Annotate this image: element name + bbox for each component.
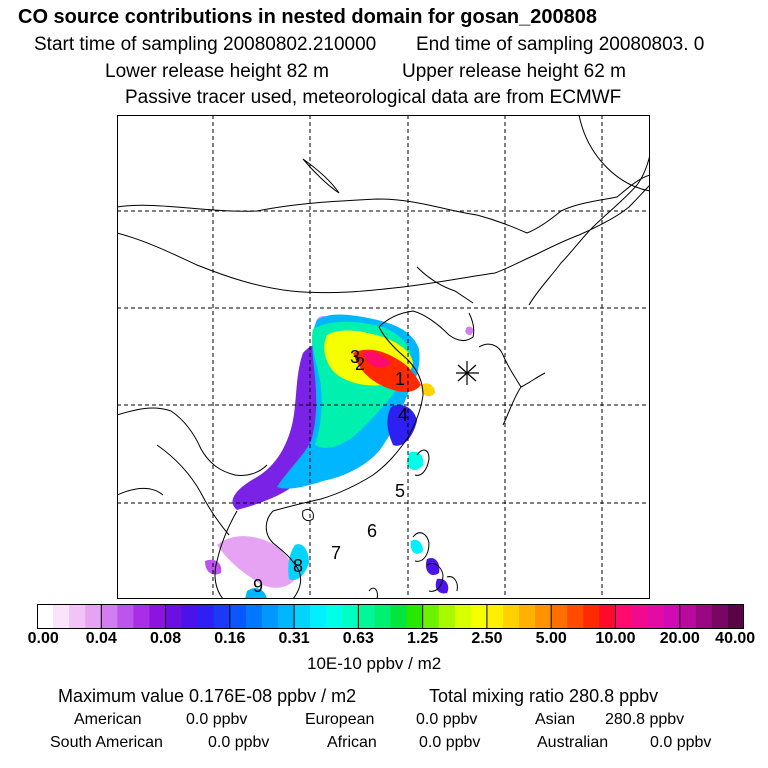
start-time-label: Start time of sampling 20080802.210000: [34, 34, 377, 55]
plot-title: CO source contributions in nested domain…: [18, 6, 598, 28]
contribution-field: [205, 314, 474, 599]
colorbar-cell: [679, 604, 697, 629]
region-label-2: 2: [355, 354, 365, 374]
colorbar-cell: [358, 604, 376, 629]
colorbar-tick-label: 0.04: [85, 630, 117, 647]
australian-label: Australian: [537, 734, 609, 751]
maximum-value: Maximum value 0.176E-08 ppbv / m2: [58, 686, 357, 706]
region-label-6: 6: [367, 521, 377, 541]
european-value: 0.0 ppbv: [416, 711, 478, 728]
colorbar-cell: [727, 604, 744, 629]
colorbar-tick-label: 2.50: [471, 630, 503, 647]
colorbar-tick-label: 0.31: [278, 630, 310, 647]
colorbar-tick-label: 0.16: [214, 630, 246, 647]
asterisk-icon: [456, 361, 479, 385]
region-label-8: 8: [293, 556, 303, 576]
colorbar-tick-label: 10.00: [595, 630, 636, 647]
colorbar-cell: [695, 604, 713, 629]
colorbar-cell: [229, 604, 247, 629]
colorbar-cell: [149, 604, 167, 629]
total-mixing-ratio: Total mixing ratio 280.8 ppbv: [429, 686, 659, 706]
colorbar-cell: [567, 604, 584, 629]
colorbar-cell: [101, 604, 118, 629]
colorbar-tick-label: 20.00: [659, 630, 700, 647]
region-label-7: 7: [331, 543, 341, 563]
european-label: European: [305, 711, 375, 728]
colorbar-cell: [165, 604, 183, 629]
colorbar-cell: [213, 604, 231, 629]
colorbar-cell: [406, 604, 424, 629]
subtitle-note: Passive tracer used, meteorological data…: [125, 87, 622, 108]
colorbar-cell: [310, 604, 327, 629]
colorbar: [37, 604, 744, 629]
colorbar-cell: [422, 604, 440, 629]
colorbar-cell: [342, 604, 359, 629]
colorbar-cell: [486, 604, 504, 629]
colorbar-cell: [197, 604, 215, 629]
colorbar-cell: [583, 604, 600, 629]
colorbar-cell: [85, 604, 102, 629]
colorbar-cell: [117, 604, 135, 629]
upper-height-label: Upper release height 62 m: [402, 61, 626, 82]
colorbar-cell: [181, 604, 199, 629]
colorbar-cell: [470, 604, 488, 629]
colorbar-cell: [261, 604, 279, 629]
colorbar-cell: [278, 604, 295, 629]
coastlines: [117, 115, 650, 599]
colorbar-cell: [69, 604, 86, 629]
lat-lon-grid: [117, 115, 650, 599]
south-american-value: 0.0 ppbv: [208, 734, 270, 751]
colorbar-cell: [502, 604, 520, 629]
australian-value: 0.0 ppbv: [650, 734, 712, 751]
end-time-label: End time of sampling 20080803. 0: [416, 34, 705, 55]
colorbar-tick-label: 5.00: [535, 630, 567, 647]
colorbar-tick-label: 0.08: [149, 630, 182, 647]
colorbar-cell: [647, 604, 665, 629]
south-american-label: South American: [50, 734, 163, 751]
region-label-3: 3: [350, 347, 360, 367]
region-label-9: 9: [253, 576, 263, 596]
colorbar-cell: [615, 604, 633, 629]
colorbar-cell: [390, 604, 408, 629]
american-value: 0.0 ppbv: [186, 711, 248, 728]
colorbar-tick-label: 1.25: [407, 630, 439, 647]
american-label: American: [74, 711, 142, 728]
colorbar-cell: [551, 604, 568, 629]
colorbar-cell: [535, 604, 552, 629]
african-value: 0.0 ppbv: [419, 734, 481, 751]
region-label-1: 1: [395, 369, 405, 389]
colorbar-units: 10E-10 ppbv / m2: [307, 654, 442, 673]
colorbar-cell: [294, 604, 311, 629]
colorbar-cell: [245, 604, 263, 629]
colorbar-cell: [711, 604, 729, 629]
colorbar-cell: [519, 604, 536, 629]
colorbar-cell: [374, 604, 392, 629]
colorbar-tick-label: 0.00: [27, 630, 59, 647]
colorbar-cell: [631, 604, 649, 629]
colorbar-cell: [454, 604, 472, 629]
lower-height-label: Lower release height 82 m: [105, 61, 329, 82]
colorbar-cell: [53, 604, 70, 629]
colorbar-cell: [326, 604, 343, 629]
colorbar-cell: [133, 604, 151, 629]
colorbar-cell: [599, 604, 617, 629]
african-label: African: [327, 734, 377, 751]
colorbar-cell: [663, 604, 681, 629]
colorbar-tick-label: 0.63: [342, 630, 374, 647]
region-label-5: 5: [395, 481, 405, 501]
asian-value: 280.8 ppbv: [605, 711, 685, 728]
source-contribution-map: 1 2 3 4 5 6 7 8 9: [117, 115, 650, 599]
region-label-4: 4: [398, 405, 408, 425]
asian-label: Asian: [535, 711, 576, 728]
colorbar-cell: [438, 604, 456, 629]
colorbar-cell: [37, 604, 54, 629]
colorbar-tick-label: 40.00: [715, 630, 756, 647]
